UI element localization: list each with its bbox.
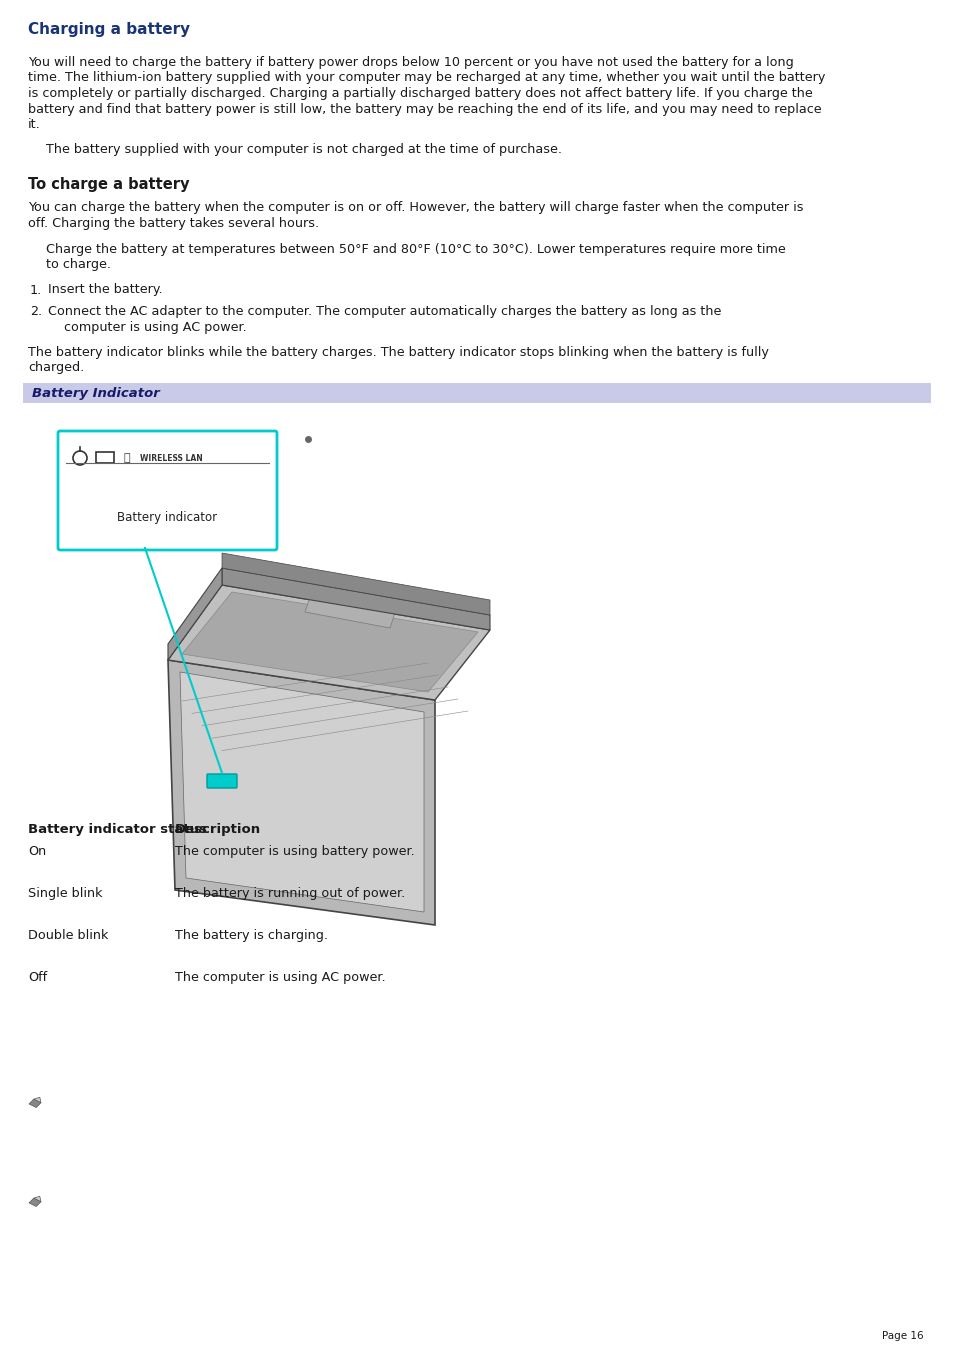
Text: On: On <box>28 844 46 858</box>
Polygon shape <box>33 1097 41 1102</box>
Text: off. Charging the battery takes several hours.: off. Charging the battery takes several … <box>28 218 319 230</box>
Text: Charge the battery at temperatures between 50°F and 80°F (10°C to 30°C). Lower t: Charge the battery at temperatures betwe… <box>46 242 785 255</box>
Text: charged.: charged. <box>28 362 84 374</box>
Text: Charging a battery: Charging a battery <box>28 22 190 36</box>
Text: To charge a battery: To charge a battery <box>28 177 190 192</box>
Polygon shape <box>33 1196 41 1201</box>
Text: Battery indicator status: Battery indicator status <box>28 823 207 836</box>
Text: 🔒: 🔒 <box>124 453 131 463</box>
Text: Battery indicator: Battery indicator <box>117 511 217 524</box>
Text: Battery Indicator: Battery Indicator <box>32 386 159 400</box>
Polygon shape <box>222 567 490 630</box>
Text: it.: it. <box>28 118 41 131</box>
Text: 2.: 2. <box>30 305 42 317</box>
Polygon shape <box>305 582 399 628</box>
Text: Double blink: Double blink <box>28 929 109 942</box>
Polygon shape <box>29 1198 41 1206</box>
FancyBboxPatch shape <box>58 431 276 550</box>
Text: You will need to charge the battery if battery power drops below 10 percent or y: You will need to charge the battery if b… <box>28 55 793 69</box>
Text: Off: Off <box>28 971 47 984</box>
Polygon shape <box>182 592 477 692</box>
Bar <box>23 382 930 403</box>
Text: battery and find that battery power is still low, the battery may be reaching th: battery and find that battery power is s… <box>28 103 821 115</box>
FancyBboxPatch shape <box>207 774 236 788</box>
Text: Page 16: Page 16 <box>882 1331 923 1342</box>
Polygon shape <box>168 585 490 700</box>
Text: is completely or partially discharged. Charging a partially discharged battery d: is completely or partially discharged. C… <box>28 86 812 100</box>
Text: The computer is using AC power.: The computer is using AC power. <box>174 971 385 984</box>
Text: Connect the AC adapter to the computer. The computer automatically charges the b: Connect the AC adapter to the computer. … <box>48 305 720 317</box>
Text: WIRELESS LAN: WIRELESS LAN <box>140 454 203 463</box>
Polygon shape <box>222 553 490 615</box>
Text: The battery indicator blinks while the battery charges. The battery indicator st: The battery indicator blinks while the b… <box>28 346 768 359</box>
Polygon shape <box>168 567 222 661</box>
Text: time. The lithium-ion battery supplied with your computer may be recharged at an: time. The lithium-ion battery supplied w… <box>28 72 824 85</box>
Text: The battery is charging.: The battery is charging. <box>174 929 328 942</box>
Text: The battery supplied with your computer is not charged at the time of purchase.: The battery supplied with your computer … <box>46 143 561 157</box>
Text: The computer is using battery power.: The computer is using battery power. <box>174 844 415 858</box>
Text: to charge.: to charge. <box>46 258 111 272</box>
Text: Description: Description <box>174 823 261 836</box>
Text: The battery is running out of power.: The battery is running out of power. <box>174 888 405 900</box>
Polygon shape <box>168 661 435 925</box>
Polygon shape <box>180 671 423 912</box>
Polygon shape <box>29 1100 41 1108</box>
Text: 1.: 1. <box>30 284 42 296</box>
Text: Insert the battery.: Insert the battery. <box>48 284 162 296</box>
Text: You can charge the battery when the computer is on or off. However, the battery : You can charge the battery when the comp… <box>28 201 802 215</box>
Text: computer is using AC power.: computer is using AC power. <box>64 320 247 334</box>
Text: Single blink: Single blink <box>28 888 102 900</box>
Bar <box>96 453 113 463</box>
